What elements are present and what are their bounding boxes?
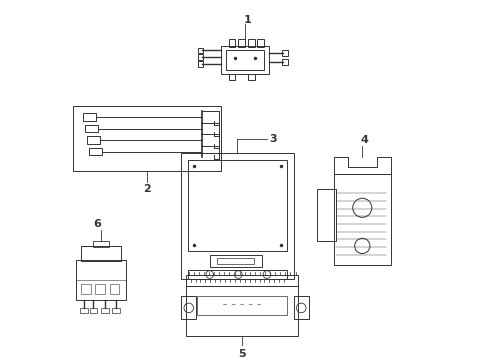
Bar [74,106,221,171]
Bar [229,74,236,80]
Text: 4: 4 [360,135,368,145]
Bar [81,246,121,261]
Bar [198,61,203,67]
Bar [198,54,203,60]
Bar [85,125,98,132]
Text: ~ ~ ~ ~ ~: ~ ~ ~ ~ ~ [223,302,261,308]
Bar [81,284,91,294]
Bar [80,308,88,313]
Bar [197,296,287,315]
Bar [218,258,254,264]
Text: 6: 6 [93,219,101,229]
Bar [188,270,287,279]
Bar [186,275,298,286]
Bar [87,136,100,144]
Bar [95,284,105,294]
Bar [94,241,109,247]
Bar [282,50,288,56]
Bar [76,260,126,300]
Bar [226,50,264,69]
Bar [89,148,102,156]
Bar [198,48,203,53]
Text: 5: 5 [238,349,246,359]
Bar [112,308,120,313]
Text: 2: 2 [143,184,150,194]
Bar [282,59,288,65]
Bar [248,74,254,80]
Bar [110,284,119,294]
Bar [181,153,294,279]
Bar [210,256,262,267]
Bar [101,308,109,313]
Bar [248,39,254,47]
Bar [257,39,264,47]
Bar [334,175,391,265]
Text: 3: 3 [270,134,277,144]
Bar [181,296,196,319]
Text: 1: 1 [244,15,252,25]
Bar [317,189,336,241]
Bar [238,39,245,47]
Bar [294,296,309,319]
Bar [90,308,97,313]
Bar [221,46,269,74]
Bar [186,286,298,336]
Bar [229,39,236,47]
Bar [83,113,96,121]
Bar [188,160,287,251]
